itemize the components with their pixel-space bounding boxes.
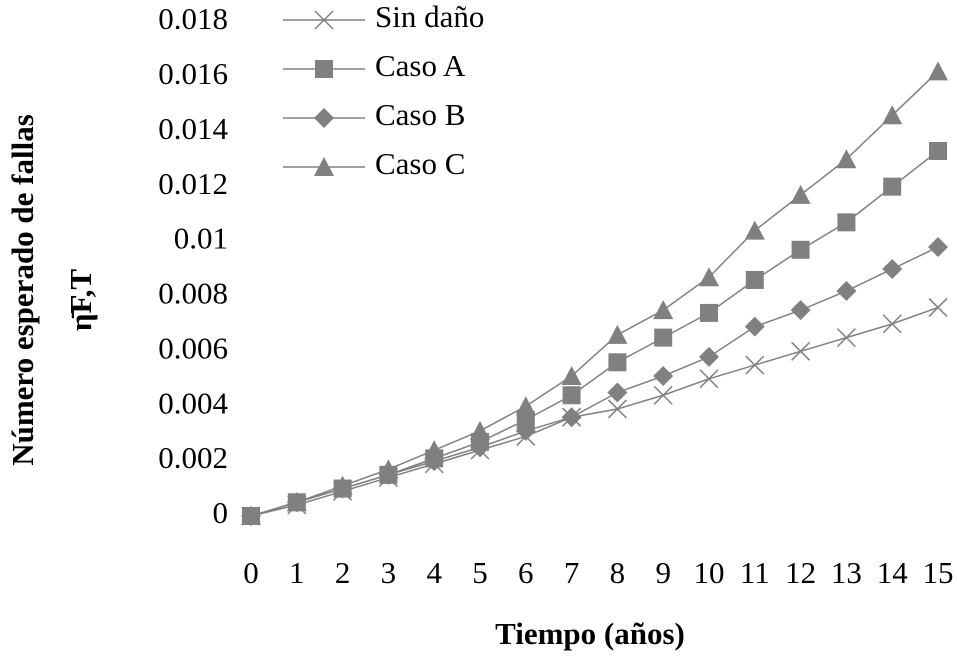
marker xyxy=(928,297,948,317)
marker xyxy=(424,440,445,460)
legend-label: Caso B xyxy=(375,97,465,132)
legend-label: Caso A xyxy=(375,48,466,83)
marker xyxy=(882,314,902,334)
marker xyxy=(607,399,627,419)
x-tick-label: 3 xyxy=(381,555,397,590)
x-tick-label: 7 xyxy=(564,555,580,590)
x-tick-label: 4 xyxy=(426,555,442,590)
marker xyxy=(241,506,261,525)
x-axis-title: Tiempo (años) xyxy=(495,616,685,651)
x-tick-label: 0 xyxy=(243,555,259,590)
series-line xyxy=(250,70,939,517)
marker xyxy=(699,346,719,367)
legend-label: Caso C xyxy=(375,146,465,181)
marker xyxy=(790,300,811,321)
y-tick-label: 0.01 xyxy=(174,221,228,256)
y-axis-title: Número esperado de fallas xyxy=(5,114,40,466)
legend-marker xyxy=(314,157,334,176)
marker xyxy=(745,355,765,375)
y-axis-symbol: η̄F,T xyxy=(63,269,98,331)
legend-marker xyxy=(314,10,334,30)
marker xyxy=(700,303,718,322)
marker xyxy=(332,475,353,495)
x-tick-label: 2 xyxy=(335,555,351,590)
marker xyxy=(654,328,673,347)
marker xyxy=(699,267,719,287)
marker xyxy=(516,410,535,429)
marker xyxy=(929,141,947,160)
marker xyxy=(836,280,857,301)
marker xyxy=(882,259,903,279)
y-tick-label: 0.016 xyxy=(158,56,228,91)
x-tick-label: 8 xyxy=(610,555,626,590)
series-line xyxy=(250,150,939,517)
marker xyxy=(607,324,628,344)
marker xyxy=(883,177,902,196)
y-tick-label: 0.002 xyxy=(158,440,228,475)
marker xyxy=(928,61,948,81)
marker xyxy=(653,366,674,387)
marker xyxy=(561,407,582,428)
marker xyxy=(836,149,857,169)
y-tick-label: 0.014 xyxy=(158,111,228,146)
legend-marker xyxy=(315,60,333,78)
y-tick-label: 0.008 xyxy=(158,276,228,311)
series-line xyxy=(250,246,939,517)
y-tick-label: 0.018 xyxy=(158,1,228,36)
x-tick-label: 12 xyxy=(785,555,816,590)
y-tick-label: 0.012 xyxy=(158,166,228,201)
marker xyxy=(653,300,674,320)
legend-marker xyxy=(314,108,334,128)
marker xyxy=(607,382,628,403)
marker xyxy=(653,385,673,405)
marker xyxy=(470,420,490,440)
marker xyxy=(745,270,764,289)
marker xyxy=(608,353,627,372)
marker xyxy=(470,437,490,458)
x-tick-label: 5 xyxy=(472,555,488,590)
marker xyxy=(744,316,765,337)
marker xyxy=(561,366,582,386)
y-tick-label: 0 xyxy=(213,495,229,530)
x-tick-label: 10 xyxy=(694,555,725,590)
x-tick-label: 13 xyxy=(831,555,862,590)
marker xyxy=(836,328,856,348)
marker xyxy=(791,341,811,361)
y-tick-label: 0.006 xyxy=(158,330,228,365)
x-tick-label: 15 xyxy=(923,555,954,590)
marker xyxy=(790,184,811,204)
marker xyxy=(928,237,948,258)
y-tick-label: 0.004 xyxy=(158,385,228,420)
marker xyxy=(699,369,719,389)
marker xyxy=(515,396,536,416)
marker xyxy=(515,420,536,441)
x-tick-label: 14 xyxy=(877,555,909,590)
marker xyxy=(378,459,399,479)
marker xyxy=(837,213,856,232)
x-tick-label: 1 xyxy=(289,555,305,590)
x-tick-label: 11 xyxy=(740,555,770,590)
marker xyxy=(882,105,903,125)
marker xyxy=(744,220,765,240)
marker xyxy=(286,492,307,512)
series-line xyxy=(250,306,939,517)
legend-label: Sin daño xyxy=(375,0,484,34)
x-tick-label: 6 xyxy=(518,555,534,590)
marker xyxy=(562,386,581,405)
x-tick-label: 9 xyxy=(655,555,671,590)
marker xyxy=(791,240,810,259)
